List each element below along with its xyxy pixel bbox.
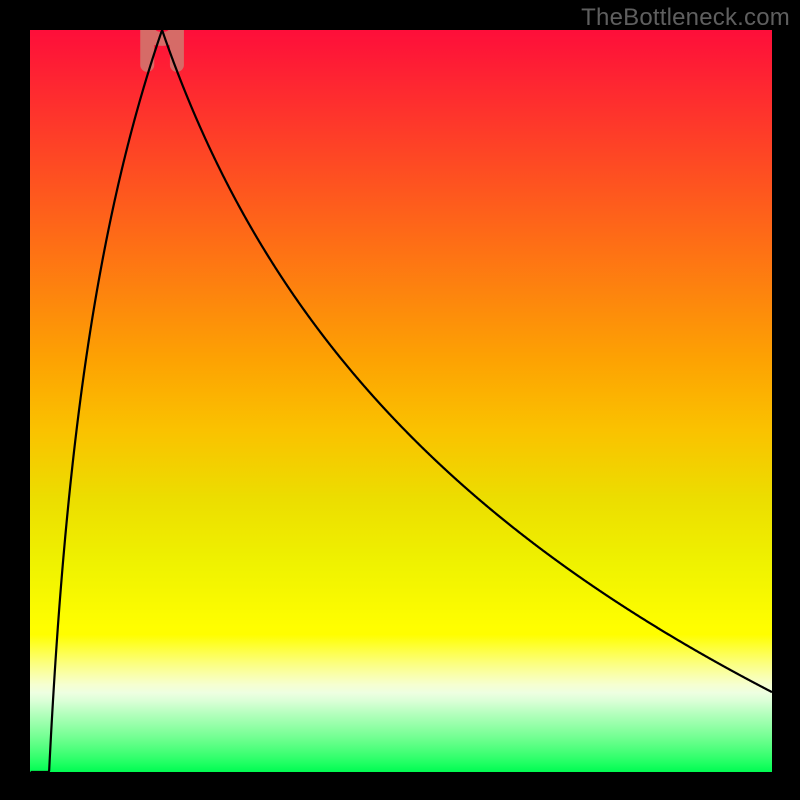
plot-area [30, 30, 772, 772]
gradient-background [30, 30, 772, 772]
chart-svg [30, 30, 772, 772]
watermark-text: TheBottleneck.com [581, 4, 790, 32]
stage: TheBottleneck.com [0, 0, 800, 800]
